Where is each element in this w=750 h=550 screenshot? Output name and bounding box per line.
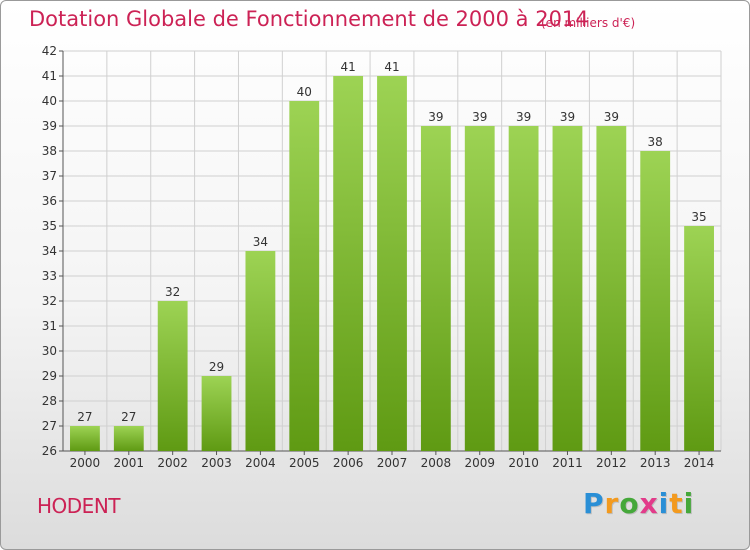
bar <box>464 126 495 451</box>
bar <box>333 76 364 451</box>
chart-subtitle: (en milliers d'€) <box>541 16 636 30</box>
y-tick-label: 37 <box>42 169 57 183</box>
logo-letter: o <box>619 487 640 520</box>
bar <box>245 251 276 451</box>
y-tick-label: 30 <box>42 344 57 358</box>
data-label: 27 <box>121 410 136 424</box>
bar <box>552 126 583 451</box>
y-tick-label: 34 <box>42 244 57 258</box>
data-label: 29 <box>209 360 224 374</box>
data-label: 41 <box>340 60 355 74</box>
data-label: 39 <box>516 110 531 124</box>
y-tick-label: 29 <box>42 369 57 383</box>
bar <box>377 76 407 451</box>
x-tick-label: 2012 <box>596 456 627 470</box>
x-tick-label: 2009 <box>464 456 495 470</box>
y-tick-label: 35 <box>42 219 57 233</box>
bar <box>70 426 100 451</box>
proxiti-logo[interactable]: Proxiti <box>583 487 694 520</box>
bar <box>157 301 188 451</box>
data-label: 39 <box>560 110 575 124</box>
bar <box>289 101 320 451</box>
bar <box>508 126 539 451</box>
x-tick-label: 2010 <box>508 456 539 470</box>
x-tick-label: 2002 <box>157 456 188 470</box>
bar <box>684 226 714 451</box>
town-name: HODENT <box>37 494 121 518</box>
x-tick-label: 2011 <box>552 456 583 470</box>
logo-letter: t <box>669 487 684 520</box>
x-tick-label: 2005 <box>289 456 320 470</box>
logo-letter: i <box>658 487 670 520</box>
y-tick-label: 38 <box>42 144 57 158</box>
y-tick-label: 32 <box>42 294 57 308</box>
data-label: 38 <box>648 135 663 149</box>
chart-title: Dotation Globale de Fonctionnement de 20… <box>29 7 589 31</box>
data-label: 32 <box>165 285 180 299</box>
logo-letter: x <box>639 487 659 520</box>
x-tick-label: 2014 <box>684 456 715 470</box>
x-tick-label: 2006 <box>333 456 364 470</box>
bars <box>70 76 714 451</box>
y-tick-label: 36 <box>42 194 57 208</box>
y-tick-label: 31 <box>42 319 57 333</box>
y-tick-label: 39 <box>42 119 57 133</box>
x-tick-label: 2004 <box>245 456 276 470</box>
x-tick-label: 2001 <box>114 456 145 470</box>
x-tick-label: 2013 <box>640 456 671 470</box>
data-label: 34 <box>253 235 268 249</box>
data-label: 39 <box>428 110 443 124</box>
data-label: 27 <box>77 410 92 424</box>
bar <box>201 376 232 451</box>
data-label: 40 <box>297 85 312 99</box>
y-tick-label: 28 <box>42 394 57 408</box>
bar <box>640 151 671 451</box>
y-tick-label: 26 <box>42 444 57 458</box>
data-label: 35 <box>691 210 706 224</box>
x-tick-label: 2007 <box>377 456 408 470</box>
y-tick-label: 41 <box>42 69 57 83</box>
data-label: 41 <box>384 60 399 74</box>
logo-letter: i <box>683 487 695 520</box>
data-labels: 27 27 32 29 34 40 41 41 39 39 39 39 39 38 35 <box>77 60 706 424</box>
logo-letter: P <box>583 487 605 520</box>
bar <box>420 126 451 451</box>
data-label: 39 <box>472 110 487 124</box>
bar <box>113 426 144 451</box>
logo-letter: r <box>604 487 620 520</box>
y-tick-label: 27 <box>42 419 57 433</box>
y-tick-label: 33 <box>42 269 57 283</box>
bar <box>596 126 627 451</box>
x-tick-label: 2000 <box>70 456 101 470</box>
x-tick-label: 2008 <box>421 456 452 470</box>
y-tick-label: 42 <box>42 44 57 58</box>
data-label: 39 <box>604 110 619 124</box>
x-tick-label: 2003 <box>201 456 232 470</box>
y-tick-label: 40 <box>42 94 57 108</box>
